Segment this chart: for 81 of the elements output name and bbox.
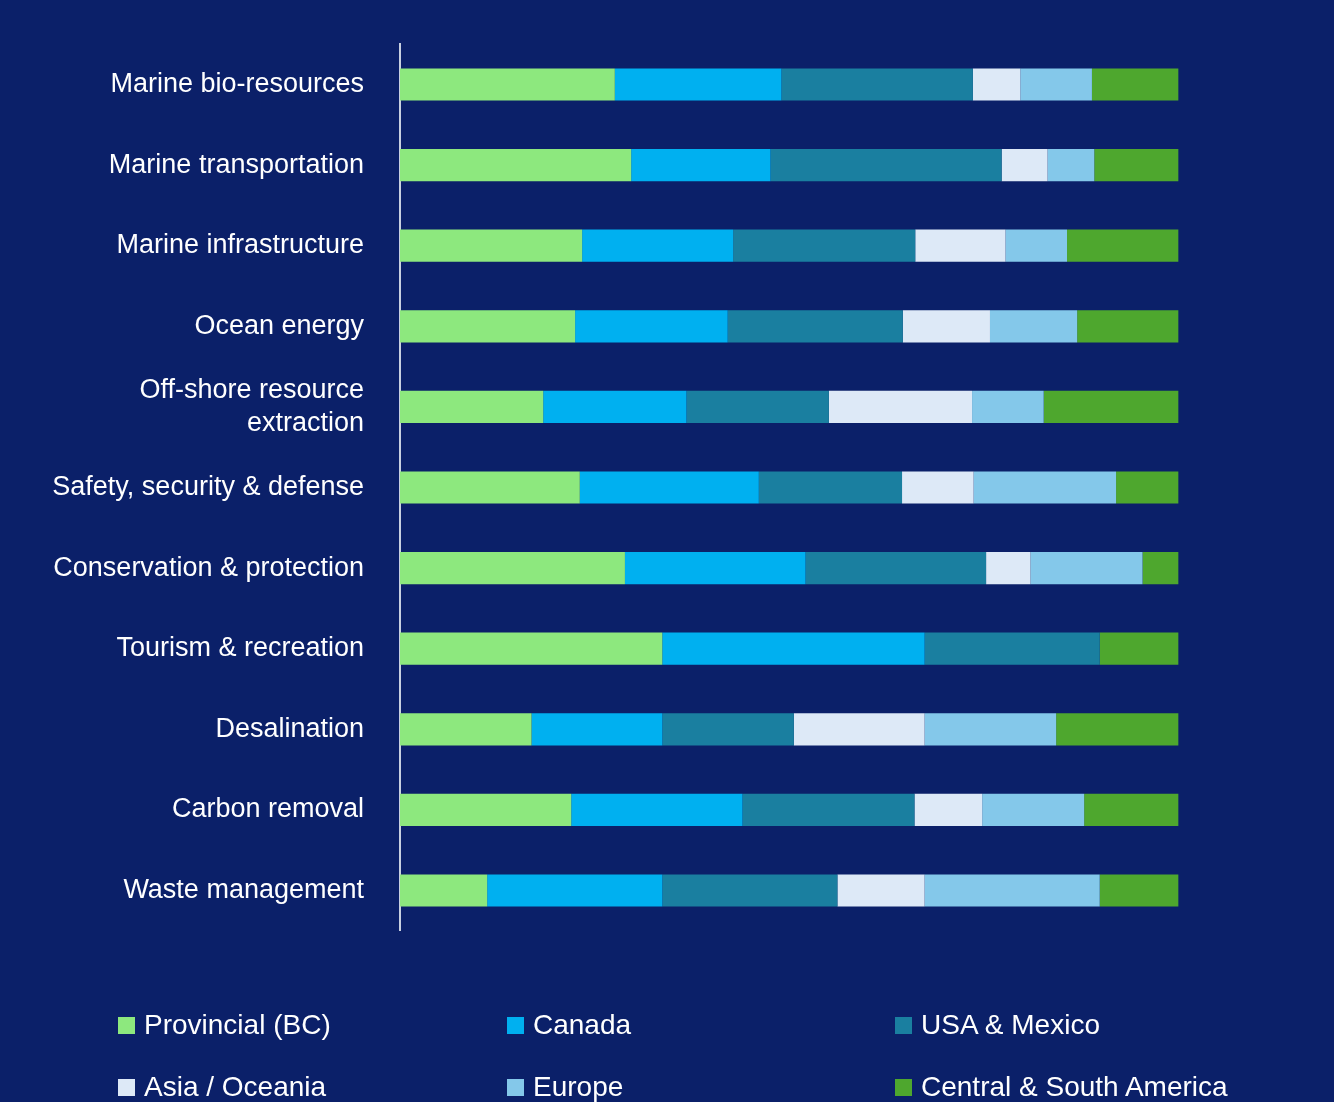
bar [915,229,1006,262]
bar [400,148,632,182]
bar [575,310,728,343]
bar [793,713,925,746]
bar [1084,793,1179,827]
bar [924,713,1057,746]
bar [400,713,532,746]
y-tick-label: Waste management [123,873,365,904]
bar [902,471,974,504]
bar [828,390,973,424]
y-tick-label: Marine transportation [108,148,364,179]
y-tick-label: Carbon removal [171,793,364,824]
bar [400,874,488,907]
bar [805,551,987,585]
bar [758,471,903,504]
legend-label: Provincial (BC) [144,1009,331,1041]
bar [972,68,1021,101]
bar [400,310,576,343]
bar [579,471,759,504]
bar [973,471,1117,504]
y-tick-label: Desalination [215,712,364,743]
bar [770,148,1002,182]
bar [837,874,925,907]
bar [487,874,663,907]
bar [400,68,615,101]
bar [624,551,806,585]
bar [1091,68,1179,101]
bar [1005,229,1068,262]
bar [662,713,794,746]
bar [571,793,743,827]
bar [989,310,1078,343]
bar [662,632,925,665]
y-tick-label: Conservation & protection [53,551,364,582]
bar [742,793,915,827]
bar [727,310,903,343]
bar [400,793,572,827]
bar [1020,68,1092,101]
y-tick-label: Safety, security & defense [52,470,364,501]
bar [400,229,583,262]
bar [400,632,663,665]
bar [781,68,973,101]
bar [400,390,544,424]
y-tick-label: Tourism & recreation [116,632,364,663]
bar [1099,874,1179,907]
bar [400,471,580,504]
bar [1056,713,1179,746]
bar [631,148,771,182]
y-tick-label: Marine infrastructure [116,229,364,260]
bar [982,793,1085,827]
legend-label: Canada [533,1009,632,1041]
bar [1030,551,1143,585]
bar [1047,148,1095,182]
legend-label: Europe [533,1071,624,1102]
y-tick-label: Marine bio-resources [110,67,364,98]
bar [543,390,687,424]
bar [400,551,625,585]
bar [1116,471,1179,504]
bar [582,229,734,262]
bar [986,551,1031,585]
bar [614,68,782,101]
bar [1142,551,1179,585]
legend-label: Asia / Oceania [144,1071,327,1102]
bar [1001,148,1048,182]
bar [662,874,838,907]
bar [1043,390,1179,424]
bar [902,310,990,343]
bar [531,713,663,746]
bar [924,874,1100,907]
bar [686,390,829,424]
bar [924,632,1100,665]
bar [733,229,916,262]
bar [914,793,983,827]
bar [1077,310,1179,343]
bar [1094,148,1179,182]
y-tick-label: Ocean energy [194,309,365,340]
y-tick-label: Off-shore resource extraction [139,374,364,437]
legend-label: Central & South America [921,1071,1228,1102]
bar [1067,229,1179,262]
legend-label: USA & Mexico [921,1009,1100,1041]
bar [1099,632,1179,665]
bar [972,390,1044,424]
